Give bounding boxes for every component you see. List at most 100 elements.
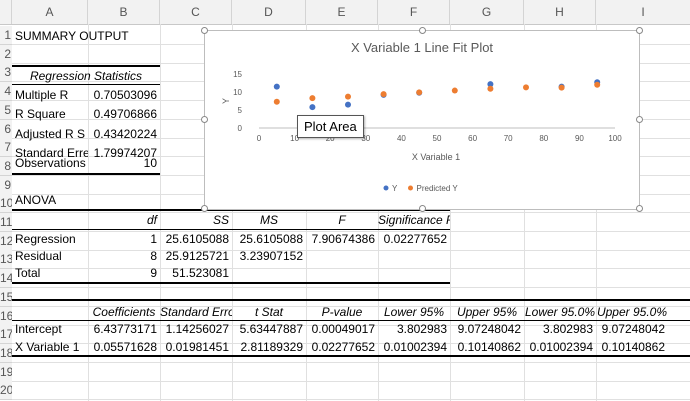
predicted-y-point[interactable] xyxy=(558,84,565,91)
anova-df[interactable]: 9 xyxy=(150,266,157,280)
coef-header[interactable]: Lower 95% xyxy=(383,305,445,319)
anova-header-significance[interactable]: Significance F xyxy=(378,213,450,227)
coef-row-label[interactable]: X Variable 1 xyxy=(15,340,80,354)
chart-resize-handle[interactable] xyxy=(419,27,426,34)
anova-ms[interactable]: 25.6105088 xyxy=(239,232,303,246)
column-header-a[interactable]: A xyxy=(12,0,88,24)
coef-value[interactable]: 0.05571628 xyxy=(93,340,157,354)
coef-header[interactable]: t Stat xyxy=(254,305,283,319)
chart-resize-handle[interactable] xyxy=(636,27,643,34)
predicted-y-point[interactable] xyxy=(380,91,387,98)
row-header-19[interactable]: 19 xyxy=(0,363,12,382)
anova-ms[interactable]: 3.23907152 xyxy=(239,249,303,263)
coef-header[interactable]: Standard Erro xyxy=(160,305,232,319)
predicted-y-point[interactable] xyxy=(345,93,351,100)
anova-row-label[interactable]: Regression xyxy=(15,232,76,246)
coef-header[interactable]: Lower 95.0% xyxy=(524,305,596,319)
predicted-y-point[interactable] xyxy=(309,95,316,102)
regression-statistics-header[interactable]: Regression Statistics xyxy=(29,69,143,83)
column-header-f[interactable]: F xyxy=(378,0,450,24)
row-header-9[interactable]: 9 xyxy=(0,176,12,195)
predicted-y-point[interactable] xyxy=(416,89,423,96)
column-header-g[interactable]: G xyxy=(450,0,524,24)
stat-value[interactable]: 1.79974207 xyxy=(93,146,157,160)
column-header-e[interactable]: E xyxy=(306,0,378,24)
row-header-20[interactable]: 20 xyxy=(0,381,12,400)
coef-value[interactable]: 0.10140862 xyxy=(457,340,521,354)
select-all-corner[interactable] xyxy=(0,0,12,24)
predicted-y-point[interactable] xyxy=(451,87,458,94)
chart-resize-handle[interactable] xyxy=(201,205,208,212)
anova-header-ss[interactable]: SS xyxy=(212,213,229,227)
coef-value[interactable]: 9.07248042 xyxy=(457,322,521,336)
predicted-y-point[interactable] xyxy=(487,85,494,92)
column-header-d[interactable]: D xyxy=(232,0,306,24)
row-header-7[interactable]: 7 xyxy=(0,138,12,157)
row-header-3[interactable]: 3 xyxy=(0,63,12,82)
y-point[interactable] xyxy=(345,101,351,108)
coef-value[interactable]: 0.01981451 xyxy=(165,340,229,354)
stat-value[interactable]: 0.49706866 xyxy=(93,107,157,121)
row-header-2[interactable]: 2 xyxy=(0,45,12,64)
column-header-c[interactable]: C xyxy=(160,0,232,24)
coef-value[interactable]: 9.07248042 xyxy=(601,322,665,336)
row-header-14[interactable]: 14 xyxy=(0,269,12,288)
chart-resize-handle[interactable] xyxy=(419,205,426,212)
coef-value[interactable]: 0.01002394 xyxy=(529,340,593,354)
stat-value[interactable]: 0.70503096 xyxy=(93,88,157,102)
anova-title[interactable]: ANOVA xyxy=(15,193,57,207)
row-header-5[interactable]: 5 xyxy=(0,101,12,120)
row-header-15[interactable]: 15 xyxy=(0,288,12,307)
row-header-13[interactable]: 13 xyxy=(0,250,12,269)
chart-resize-handle[interactable] xyxy=(201,116,208,123)
stat-label[interactable]: Multiple R xyxy=(15,88,69,102)
y-point[interactable] xyxy=(487,81,494,88)
anova-df[interactable]: 8 xyxy=(150,249,157,263)
column-header-i[interactable]: I xyxy=(641,5,645,19)
coef-value[interactable]: 3.802983 xyxy=(396,322,447,336)
anova-header-df[interactable]: df xyxy=(146,213,157,227)
row-header-18[interactable]: 18 xyxy=(0,344,12,363)
row-header-6[interactable]: 6 xyxy=(0,120,12,139)
coef-header[interactable]: Coefficients xyxy=(92,305,156,319)
row-header-1[interactable]: 1 xyxy=(0,26,12,45)
predicted-y-point[interactable] xyxy=(273,98,280,105)
anova-f[interactable]: 7.90674386 xyxy=(311,232,375,246)
stat-value[interactable]: 10 xyxy=(143,156,157,170)
anova-header-ms[interactable]: MS xyxy=(260,213,278,227)
coef-header[interactable]: P-value xyxy=(321,305,363,319)
coef-value[interactable]: 3.802983 xyxy=(542,322,593,336)
coef-value[interactable]: 6.43773171 xyxy=(93,322,157,336)
anova-ss[interactable]: 25.9125721 xyxy=(165,249,229,263)
coef-value[interactable]: 0.00049017 xyxy=(311,322,375,336)
stat-label[interactable]: Standard Erre xyxy=(15,146,88,160)
anova-row-label[interactable]: Total xyxy=(15,266,41,280)
predicted-y-point[interactable] xyxy=(594,81,601,88)
row-header-4[interactable]: 4 xyxy=(0,82,12,101)
stat-value[interactable]: 0.43420224 xyxy=(93,127,157,141)
anova-ss[interactable]: 25.6105088 xyxy=(165,232,229,246)
anova-row-label[interactable]: Residual xyxy=(15,249,62,263)
summary-title[interactable]: SUMMARY OUTPUT xyxy=(15,29,129,43)
coef-value[interactable]: 0.02277652 xyxy=(311,340,375,354)
anova-sig[interactable]: 0.02277652 xyxy=(383,232,447,246)
chart-resize-handle[interactable] xyxy=(201,27,208,34)
stat-label[interactable]: R Square xyxy=(15,107,66,121)
coef-value[interactable]: 5.63447887 xyxy=(239,322,303,336)
coef-row-label[interactable]: Intercept xyxy=(15,322,62,336)
row-header-8[interactable]: 8 xyxy=(0,157,12,176)
row-header-12[interactable]: 12 xyxy=(0,232,12,251)
anova-ss[interactable]: 51.523081 xyxy=(172,266,229,280)
coef-value[interactable]: 0.10140862 xyxy=(601,340,665,354)
coef-value[interactable]: 1.14256027 xyxy=(165,322,229,336)
predicted-y-point[interactable] xyxy=(523,84,529,91)
chart-resize-handle[interactable] xyxy=(636,116,643,123)
chart-resize-handle[interactable] xyxy=(636,205,643,212)
coef-header[interactable]: Upper 95.0% xyxy=(596,305,668,319)
anova-df[interactable]: 1 xyxy=(150,232,157,246)
y-point[interactable] xyxy=(309,104,316,111)
stat-label[interactable]: Observations xyxy=(15,156,86,170)
row-header-10[interactable]: 10 xyxy=(0,194,12,213)
line-fit-chart[interactable]: X Variable 1 Line Fit Plot Y X Variable … xyxy=(201,27,643,212)
anova-header-f[interactable]: F xyxy=(338,213,346,227)
